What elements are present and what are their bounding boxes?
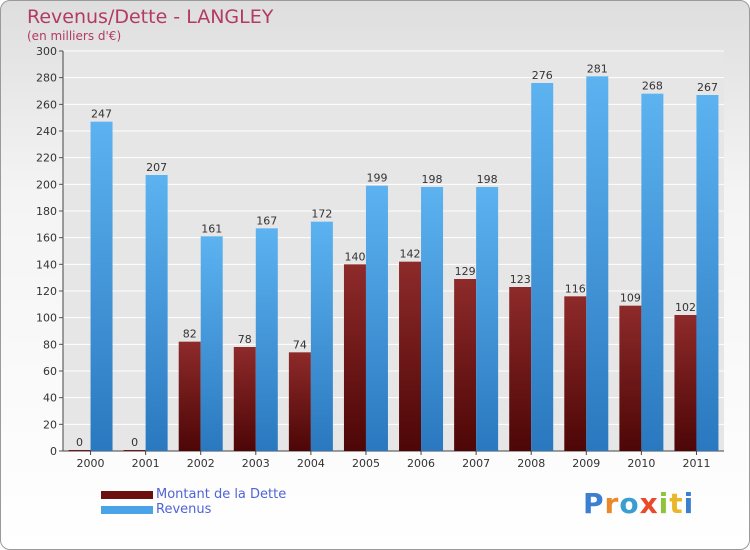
bar-dette: [509, 287, 532, 451]
data-label-dette: 116: [565, 282, 586, 295]
data-label-revenus: 199: [366, 172, 387, 185]
y-tick-label: 300: [36, 45, 57, 58]
data-label-revenus: 198: [422, 173, 443, 186]
data-label-revenus: 207: [146, 161, 167, 174]
y-tick-label: 200: [36, 178, 57, 191]
bar-dette: [343, 264, 366, 451]
bar-dette: [454, 279, 477, 451]
data-label-revenus: 172: [311, 208, 332, 221]
data-label-dette: 74: [293, 338, 307, 351]
data-label-dette: 0: [131, 436, 138, 449]
data-label-revenus: 268: [642, 80, 663, 93]
y-tick-label: 260: [36, 98, 57, 111]
x-tick-label: 2007: [462, 457, 490, 470]
data-label-revenus: 198: [477, 173, 498, 186]
bar-revenus: [531, 83, 554, 451]
x-tick-label: 2003: [242, 457, 270, 470]
y-tick-label: 40: [43, 392, 57, 405]
y-tick-label: 100: [36, 312, 57, 325]
legend-label-dette: Montant de la Dette: [156, 487, 287, 502]
x-tick-label: 2005: [352, 457, 380, 470]
bar-dette: [123, 450, 146, 451]
data-label-revenus: 281: [587, 62, 608, 75]
x-tick-label: 2000: [77, 457, 105, 470]
proxiti-logo: Proxiti: [583, 487, 695, 520]
y-tick-label: 280: [36, 72, 57, 85]
y-tick-label: 80: [43, 338, 57, 351]
bar-revenus: [696, 95, 719, 451]
y-tick-label: 240: [36, 125, 57, 138]
data-label-revenus: 161: [201, 222, 222, 235]
chart-subtitle: (en milliers d'€): [27, 29, 122, 43]
bar-revenus: [200, 236, 223, 451]
x-tick-label: 2006: [407, 457, 435, 470]
bar-revenus: [255, 228, 278, 451]
data-label-revenus: 267: [697, 81, 718, 94]
y-tick-label: 220: [36, 152, 57, 165]
bar-revenus: [310, 221, 333, 451]
data-label-dette: 140: [344, 250, 365, 263]
bar-revenus: [476, 187, 499, 451]
bar-revenus: [145, 175, 168, 451]
y-tick-label: 180: [36, 205, 57, 218]
data-label-dette: 102: [675, 301, 696, 314]
data-label-revenus: 247: [91, 108, 112, 121]
x-tick-label: 2002: [187, 457, 215, 470]
data-label-revenus: 276: [532, 69, 553, 82]
bar-revenus: [641, 93, 664, 452]
data-label-dette: 82: [183, 328, 197, 341]
bar-revenus: [90, 121, 113, 452]
plot-area: [63, 51, 724, 451]
data-label-dette: 78: [238, 333, 252, 346]
chart-title: Revenus/Dette - LANGLEY: [27, 6, 274, 28]
data-label-dette: 0: [76, 436, 83, 449]
data-label-dette: 129: [455, 265, 476, 278]
y-tick-label: 20: [43, 418, 57, 431]
y-tick-label: 160: [36, 232, 57, 245]
data-label-dette: 142: [400, 248, 421, 261]
bar-revenus: [586, 76, 609, 451]
y-tick-label: 0: [50, 445, 57, 458]
x-tick-label: 2011: [682, 457, 710, 470]
bar-dette: [68, 450, 91, 451]
x-tick-label: 2009: [572, 457, 600, 470]
x-tick-label: 2010: [627, 457, 655, 470]
x-tick-label: 2008: [517, 457, 545, 470]
bar-dette: [288, 352, 311, 451]
legend-swatch-revenus: [101, 506, 153, 514]
bar-dette: [233, 347, 256, 451]
y-tick-label: 120: [36, 285, 57, 298]
data-label-dette: 123: [510, 273, 531, 286]
data-label-dette: 109: [620, 292, 641, 305]
x-tick-label: 2001: [132, 457, 160, 470]
bar-dette: [674, 315, 697, 451]
bar-revenus: [365, 185, 388, 451]
x-tick-label: 2004: [297, 457, 325, 470]
bar-dette: [564, 296, 587, 451]
bar-dette: [619, 305, 642, 451]
bar-dette: [399, 261, 422, 451]
data-label-revenus: 167: [256, 214, 277, 227]
legend-swatch-dette: [101, 491, 153, 499]
legend-label-revenus: Revenus: [156, 502, 212, 517]
y-tick-label: 140: [36, 258, 57, 271]
bar-revenus: [421, 187, 444, 451]
bar-dette: [178, 341, 201, 451]
y-tick-label: 60: [43, 365, 57, 378]
